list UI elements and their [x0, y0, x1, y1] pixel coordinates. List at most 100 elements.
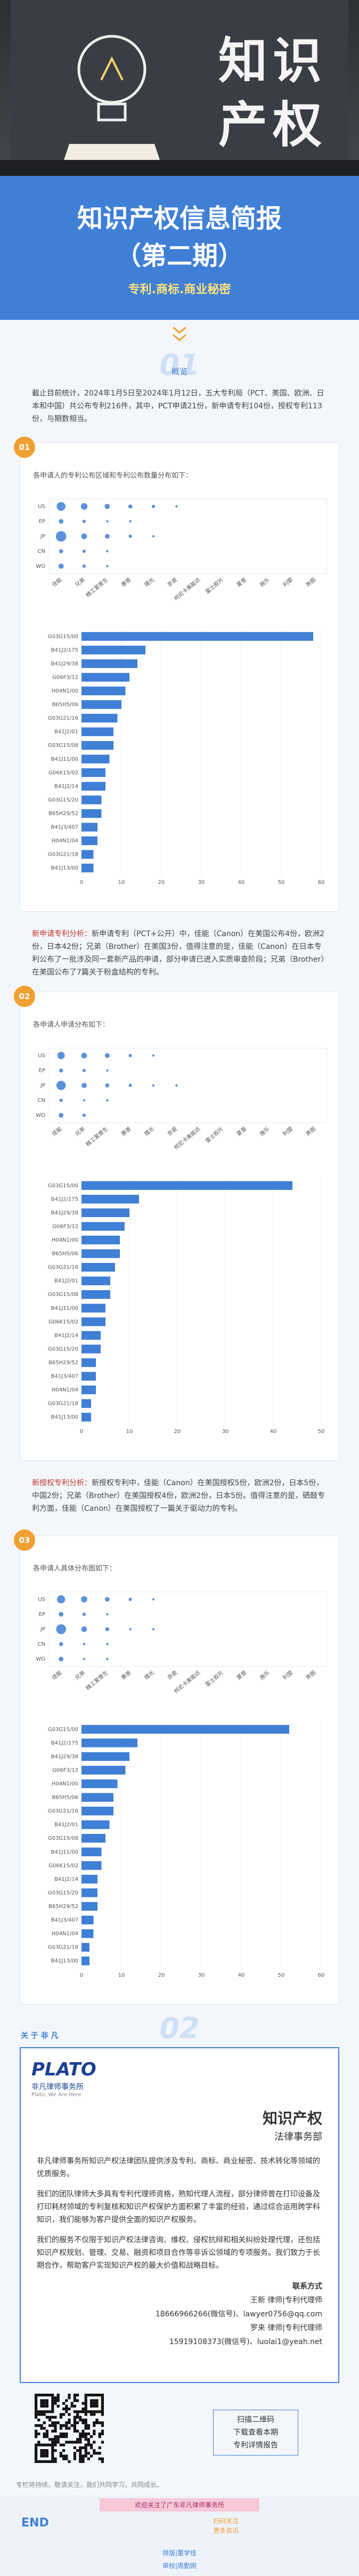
qr-module — [56, 2435, 60, 2438]
qr-module — [68, 2421, 71, 2425]
qr-module — [48, 2424, 52, 2427]
qr-module — [84, 2410, 87, 2413]
qr-module — [76, 2421, 79, 2425]
chart: 0 10 20 30 40 50 G03G15/00 B41J2/175 B41J29/38 G0… — [48, 1179, 324, 1435]
qr-module — [87, 2427, 90, 2430]
x-tick-label: 佳能 — [51, 1125, 63, 1138]
qr-module — [84, 2402, 87, 2405]
qr-module — [65, 2435, 68, 2438]
qr-module — [93, 2399, 96, 2402]
qr-module — [98, 2457, 101, 2460]
qr-module — [101, 2413, 104, 2416]
x-tick-label: 惠普 — [120, 576, 133, 589]
y-tick-label: H04N1/00 — [52, 1237, 78, 1243]
qr-module — [95, 2452, 99, 2455]
qr-module — [84, 2394, 87, 2397]
qr-module — [81, 2410, 85, 2413]
bar — [81, 1929, 94, 1938]
qr-module — [101, 2424, 104, 2427]
qr-module — [65, 2427, 68, 2430]
x-tick-label: 10 — [118, 880, 125, 885]
bar — [81, 1399, 91, 1408]
bubble — [80, 503, 88, 510]
qr-module — [87, 2443, 90, 2446]
qr-module — [56, 2421, 60, 2425]
qr-module — [43, 2404, 46, 2408]
end: 欢迎关注了广东非凡律师事务所 END 扫码关注 更多资讯 排版|董学佳 审校|周… — [0, 2495, 359, 2576]
qr-module — [54, 2399, 57, 2402]
qr-module — [79, 2460, 82, 2463]
about: 关 于 非 凡 PLATO 非凡律师事务所 Plato, We Are Here… — [20, 2032, 339, 2383]
bubble — [128, 1083, 132, 1088]
qr-module — [48, 2410, 52, 2413]
y-tick-label: G03G15/00 — [48, 634, 78, 640]
about-p: 我们的团队律师大多具有专利代理师资格，熟知代理人流程，部分律师曾在打印设备及打印… — [37, 2190, 320, 2224]
x-tick-label: 奔图 — [305, 576, 317, 589]
qr-module — [70, 2441, 74, 2444]
bar — [81, 1208, 129, 1218]
qr-module — [73, 2446, 76, 2449]
y-tick-label: CN — [38, 549, 45, 554]
y-tick-label: G03G15/00 — [48, 1183, 78, 1189]
y-tick-label: G03G15/20 — [48, 1890, 78, 1896]
qr-module — [37, 2410, 40, 2413]
about-body: 非凡律师事务所知识产权法律团队提供涉及专利、商标、商业秘密、技术转化等领域的优质… — [37, 2155, 322, 2349]
y-tick-label: G03G21/18 — [48, 852, 78, 858]
y-tick-label: B41J13/00 — [51, 1414, 78, 1420]
qr-module — [40, 2402, 43, 2405]
qr-module — [98, 2435, 101, 2438]
follow[interactable]: 扫码关注 更多资讯 — [213, 2516, 239, 2535]
qr-module — [37, 2460, 40, 2463]
qr-code[interactable] — [32, 2391, 107, 2466]
qr-module — [79, 2435, 82, 2438]
y-tick-label: B65H5/06 — [52, 1251, 78, 1257]
qr-module — [81, 2418, 85, 2421]
bubble — [104, 534, 110, 539]
x-tick-label: 0 — [80, 1429, 83, 1435]
qr-module — [37, 2432, 40, 2435]
bubble — [105, 1627, 110, 1631]
y-tick-label: H04N1/04 — [52, 1931, 78, 1937]
y-tick-label: H04N1/00 — [52, 688, 78, 694]
qr-module — [76, 2399, 79, 2402]
qr-module — [65, 2432, 68, 2435]
contact: 18666966266(微信号)、lawyer0756@qq.com — [155, 2310, 322, 2319]
qr-module — [35, 2410, 38, 2413]
qr-module — [48, 2438, 52, 2441]
qr-module — [62, 2413, 66, 2416]
qr-module — [40, 2424, 43, 2427]
bubble — [106, 1613, 109, 1616]
x-tick-label: 30 — [198, 880, 205, 885]
bar — [81, 1372, 96, 1381]
y-tick-label: G06F3/12 — [52, 1767, 78, 1773]
x-tick-label: 夏普 — [235, 576, 248, 589]
paragraph: 新申请专利分析：新申请专利（PCT+公开）中，佳能（Canon）在美国公布4份，… — [0, 917, 359, 986]
bar — [81, 673, 129, 682]
y-tick-label: G06K15/02 — [48, 1863, 78, 1869]
qr-module — [81, 2457, 85, 2460]
y-tick-label: G03G21/18 — [48, 1945, 78, 1951]
qr-module — [54, 2441, 57, 2444]
y-tick-label: B41J29/38 — [51, 661, 78, 667]
qr-module — [101, 2402, 104, 2405]
x-tick-label: 京瓷 — [166, 1669, 179, 1681]
qr-module — [90, 2402, 93, 2405]
qr-module — [84, 2408, 87, 2411]
about-title: 知识产权 — [262, 2110, 322, 2127]
qr-module — [84, 2446, 87, 2449]
qr-module — [68, 2427, 71, 2430]
bar — [81, 1331, 101, 1340]
qr-module — [54, 2421, 57, 2425]
bubble — [128, 534, 132, 538]
qr-module — [35, 2399, 38, 2402]
qr-module — [51, 2399, 54, 2402]
x-tick-label: 10 — [126, 1429, 133, 1435]
section-heading: 01 概览 — [0, 347, 359, 384]
y-tick-label: G03G21/16 — [48, 1265, 78, 1270]
qr-module — [35, 2404, 38, 2408]
bar — [81, 1902, 97, 1911]
qr-module — [95, 2404, 99, 2408]
bar — [81, 823, 97, 832]
x-tick-label: 兄弟 — [74, 1125, 86, 1137]
qr-module — [90, 2404, 93, 2408]
